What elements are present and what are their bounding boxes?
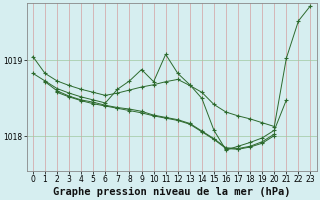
X-axis label: Graphe pression niveau de la mer (hPa): Graphe pression niveau de la mer (hPa) — [53, 186, 291, 197]
